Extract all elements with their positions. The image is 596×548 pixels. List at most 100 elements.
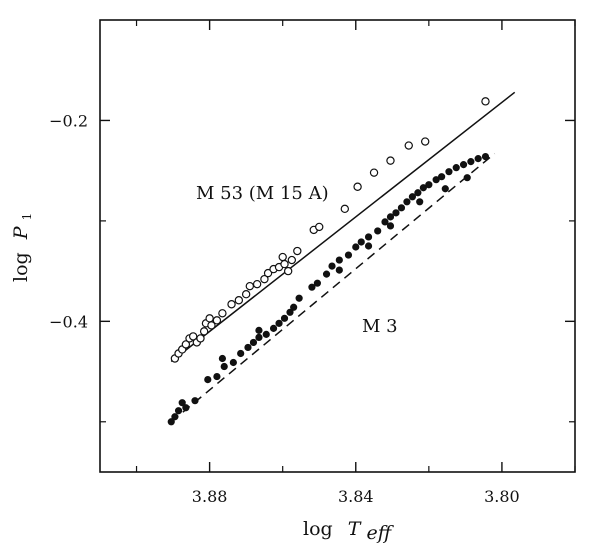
data-point-m3 (481, 153, 490, 161)
data-point-m3 (313, 279, 322, 287)
data-point-m3 (445, 168, 453, 176)
data-point-m3 (467, 158, 475, 166)
data-point-m53 (199, 327, 209, 336)
data-point-m3 (174, 407, 183, 415)
data-point-m3 (425, 181, 433, 189)
data-point-m3 (167, 418, 175, 426)
data-point-m3 (237, 349, 245, 358)
data-point-m53 (234, 296, 244, 305)
data-point-m53 (386, 156, 395, 165)
data-point-m53 (481, 97, 490, 106)
data-point-m53 (181, 340, 191, 349)
data-point-m3 (171, 413, 179, 421)
data-point-m53 (196, 334, 205, 343)
x-axis-title-subscript: eff (366, 522, 394, 544)
data-point-m3 (335, 266, 343, 274)
fit-line-m3 (170, 153, 496, 423)
data-point-m53 (278, 252, 287, 262)
x-axis-title: log T eff (303, 518, 395, 544)
data-point-m3 (397, 204, 406, 212)
data-point-m3 (255, 333, 263, 342)
data-point-m3 (381, 218, 389, 226)
data-point-m53 (252, 279, 262, 289)
data-point-m3 (419, 184, 427, 192)
y-axis-title-group: log P 1 (10, 213, 34, 282)
annotation-m53: M 53 (M 15 A) (196, 183, 329, 204)
data-point-m3 (280, 314, 289, 322)
x-tick-label: 3.88 (192, 487, 228, 506)
axis-ticks: 3.88 3.84 3.80 −0.2 −0.4 (49, 20, 576, 506)
data-point-m3 (229, 358, 237, 367)
data-point-m3 (322, 270, 331, 278)
plot-frame (99, 19, 576, 473)
data-points (167, 97, 490, 426)
data-point-m3 (416, 198, 424, 206)
data-point-m53 (207, 321, 216, 330)
data-point-m3 (408, 193, 417, 201)
y-axis-title-prefix: log (10, 252, 32, 282)
data-point-m3 (403, 198, 411, 206)
data-point-m3 (386, 222, 395, 230)
data-point-m3 (275, 319, 283, 327)
data-point-m3 (432, 176, 440, 184)
data-point-m3 (308, 283, 316, 291)
data-point-m3 (178, 399, 186, 407)
fit-line-m53 (170, 91, 516, 363)
y-axis-title-subscript: 1 (20, 213, 34, 221)
data-point-m3 (441, 185, 449, 193)
x-tick-label: 3.80 (484, 487, 520, 506)
data-point-m3 (392, 209, 400, 217)
data-point-m53 (212, 316, 222, 325)
data-point-m3 (438, 173, 446, 181)
data-point-m3 (463, 174, 471, 182)
data-point-m53 (420, 137, 430, 146)
data-point-m3 (344, 251, 353, 259)
data-point-m3 (374, 227, 382, 235)
data-point-m3 (249, 338, 258, 347)
data-point-m3 (213, 372, 221, 381)
data-point-m3 (452, 164, 460, 172)
x-axis-title-symbol: T (348, 518, 362, 540)
data-point-m3 (262, 330, 270, 338)
data-point-m3 (335, 256, 343, 264)
data-point-m53 (283, 266, 293, 276)
data-point-m53 (260, 274, 269, 284)
data-point-m3 (474, 155, 482, 163)
data-point-m3 (255, 326, 263, 334)
annotation-m3: M 3 (362, 316, 398, 337)
data-point-m3 (290, 303, 298, 311)
data-point-m53 (369, 168, 379, 177)
y-tick-label: −0.2 (49, 111, 88, 130)
data-point-m3 (191, 397, 199, 405)
y-axis-title: log P 1 (10, 213, 34, 282)
data-point-m53 (218, 309, 227, 318)
data-point-m53 (353, 182, 362, 191)
x-tick-label: 3.84 (338, 487, 374, 506)
data-point-m3 (244, 343, 252, 352)
y-axis-title-symbol: P (10, 225, 32, 240)
data-point-m3 (269, 324, 278, 332)
y-tick-label: −0.4 (49, 312, 88, 331)
data-point-m3 (295, 294, 303, 302)
data-point-m53 (340, 204, 350, 214)
data-point-m3 (364, 242, 373, 250)
data-point-m3 (182, 404, 190, 412)
data-point-m3 (386, 213, 395, 221)
data-point-m3 (459, 161, 468, 169)
data-point-m53 (404, 141, 413, 150)
data-point-m3 (328, 262, 336, 270)
data-point-m53 (315, 222, 324, 232)
data-point-m53 (263, 268, 273, 278)
data-point-m53 (293, 246, 302, 256)
data-point-m53 (241, 290, 251, 299)
data-point-m53 (245, 281, 255, 291)
data-point-m53 (280, 259, 289, 269)
data-point-m53 (287, 255, 297, 265)
data-point-m3 (364, 233, 373, 241)
data-point-m53 (227, 300, 236, 309)
data-point-m3 (286, 308, 294, 316)
data-point-m3 (204, 375, 212, 384)
data-point-m53 (188, 332, 198, 341)
x-axis-title-prefix: log (303, 518, 333, 540)
